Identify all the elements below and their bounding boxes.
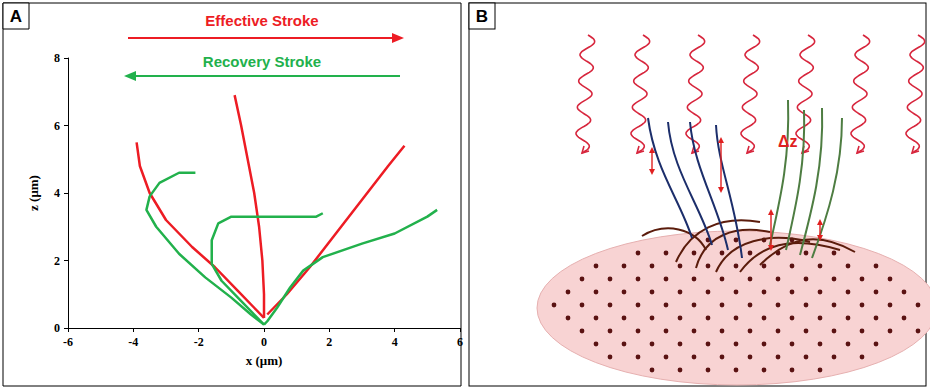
svg-text:z (μm): z (μm)	[26, 175, 41, 211]
svg-text:2: 2	[326, 335, 332, 349]
svg-text:6: 6	[54, 119, 60, 133]
svg-text:8: 8	[54, 51, 60, 65]
svg-text:0: 0	[261, 335, 267, 349]
svg-text:-4: -4	[128, 335, 138, 349]
svg-text:Recovery Stroke: Recovery Stroke	[203, 53, 321, 70]
svg-text:Effective Stroke: Effective Stroke	[205, 12, 318, 29]
svg-text:4: 4	[392, 335, 398, 349]
svg-text:A: A	[10, 7, 22, 26]
svg-text:4: 4	[54, 186, 60, 200]
svg-text:2: 2	[54, 254, 60, 268]
svg-text:x (μm): x (μm)	[246, 353, 283, 368]
svg-text:0: 0	[54, 321, 60, 335]
svg-text:-2: -2	[194, 335, 204, 349]
svg-text:B: B	[476, 7, 488, 26]
svg-text:-6: -6	[63, 335, 73, 349]
svg-text:Δz: Δz	[778, 133, 798, 150]
svg-text:6: 6	[457, 335, 463, 349]
